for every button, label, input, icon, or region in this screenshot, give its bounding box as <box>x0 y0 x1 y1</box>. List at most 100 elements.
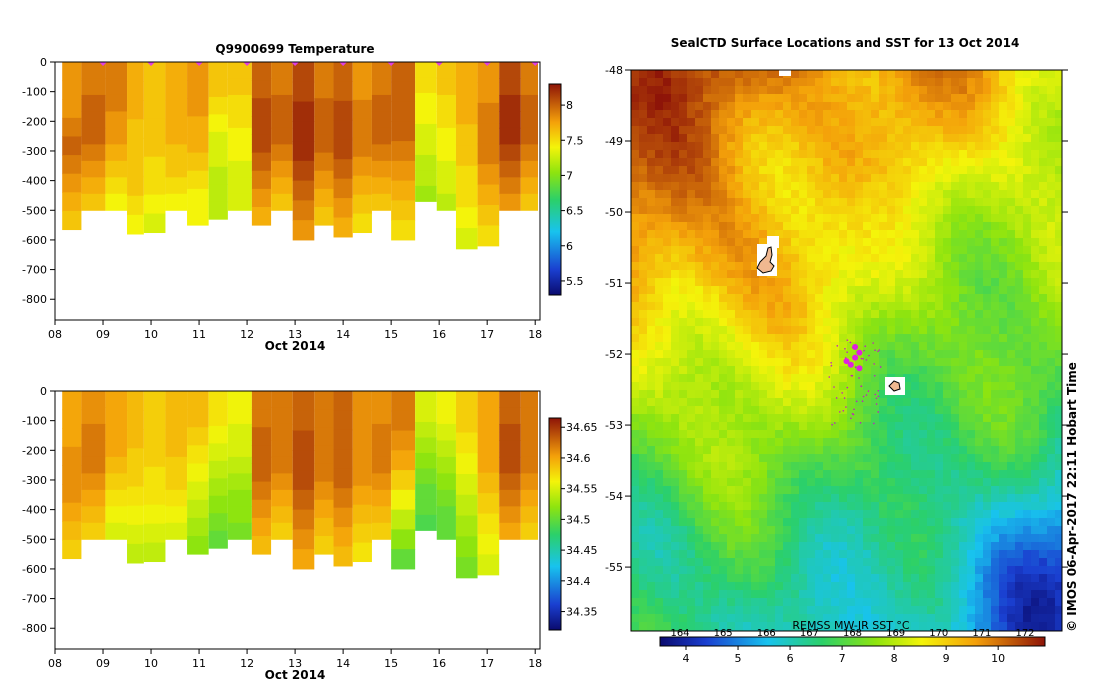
sst-cell <box>639 182 648 191</box>
sst-cell <box>1015 518 1024 527</box>
sst-cell <box>639 502 648 511</box>
sst-cell <box>863 574 872 583</box>
sst-cell <box>1031 590 1040 599</box>
sst-cell <box>775 214 784 223</box>
sst-cell <box>767 334 776 343</box>
sst-cell <box>1031 414 1040 423</box>
sst-cell <box>967 590 976 599</box>
sst-cell <box>639 198 648 207</box>
sst-cell <box>927 494 936 503</box>
sal-cell <box>314 463 334 483</box>
track-dot <box>863 349 865 352</box>
sst-cell <box>799 566 808 575</box>
sst-cell <box>815 598 824 607</box>
track-dot <box>875 403 878 405</box>
sst-cell <box>895 494 904 503</box>
sst-cell <box>911 270 920 279</box>
temp-cell <box>227 111 252 129</box>
sst-cell <box>1023 542 1032 551</box>
sst-cell <box>631 422 640 431</box>
sst-cell <box>847 590 856 599</box>
sst-cell <box>663 606 672 615</box>
sst-cell <box>919 206 928 215</box>
sst-cell <box>719 326 728 335</box>
sst-cell <box>991 614 1000 623</box>
sst-cell <box>759 102 768 111</box>
sst-cell <box>647 446 656 455</box>
sst-cell <box>967 526 976 535</box>
sst-cell <box>703 566 712 575</box>
sst-cell <box>823 422 832 431</box>
sal-cell <box>227 489 252 507</box>
sst-cell <box>767 606 776 615</box>
sst-cell <box>975 246 984 255</box>
sst-cell <box>895 510 904 519</box>
sst-cell <box>799 422 808 431</box>
temp-cell <box>62 99 82 119</box>
sst-cell <box>903 174 912 183</box>
sst-cell <box>943 462 952 471</box>
map-colorbar-tick-label: 8 <box>891 652 898 665</box>
sst-cell <box>839 534 848 543</box>
sst-cell <box>895 270 904 279</box>
temp-cell <box>371 111 392 129</box>
sst-cell <box>927 558 936 567</box>
sst-cell <box>863 422 872 431</box>
sst-cell <box>1047 598 1056 607</box>
sst-cell <box>1023 462 1032 471</box>
sst-cell <box>839 86 848 95</box>
sst-cell <box>1039 558 1048 567</box>
sst-cell <box>815 550 824 559</box>
track-dot <box>874 349 876 352</box>
sst-cell <box>863 614 872 623</box>
sst-cell <box>959 526 968 535</box>
sst-cell <box>903 230 912 239</box>
sst-cell <box>991 414 1000 423</box>
sst-cell <box>687 534 696 543</box>
sst-cell <box>751 494 760 503</box>
sst-cell <box>791 190 800 199</box>
sst-cell <box>695 286 704 295</box>
sst-cell <box>759 582 768 591</box>
sst-cell <box>895 550 904 559</box>
sst-cell <box>951 118 960 127</box>
sst-cell <box>919 374 928 383</box>
sal-cell <box>271 506 293 524</box>
sst-cell <box>751 214 760 223</box>
sst-cell <box>823 582 832 591</box>
sst-cell <box>695 238 704 247</box>
sst-cell <box>1023 574 1032 583</box>
sst-cell <box>959 238 968 247</box>
track-dot <box>864 345 867 348</box>
sst-cell <box>871 286 880 295</box>
sst-cell <box>983 70 992 79</box>
sst-cell <box>791 262 800 271</box>
temp-cell <box>391 101 416 122</box>
sst-cell <box>815 566 824 575</box>
sst-cell <box>967 166 976 175</box>
sst-cell <box>711 366 720 375</box>
sst-cell <box>631 270 640 279</box>
sst-cell <box>791 438 800 447</box>
sal-cell <box>499 456 521 474</box>
sst-cell <box>895 198 904 207</box>
sst-cell <box>1031 78 1040 87</box>
sst-cell <box>1007 550 1016 559</box>
sst-cell <box>887 134 896 143</box>
sst-cell <box>943 598 952 607</box>
sst-cell <box>1047 510 1056 519</box>
sst-cell <box>743 86 752 95</box>
sst-cell <box>951 110 960 119</box>
sst-cell <box>911 190 920 199</box>
sst-cell <box>687 358 696 367</box>
sst-cell <box>639 134 648 143</box>
sst-cell <box>695 422 704 431</box>
track-dot <box>828 376 831 378</box>
sst-cell <box>655 134 664 143</box>
sst-cell <box>759 158 768 167</box>
sst-cell <box>679 526 688 535</box>
sal-cell <box>436 407 456 425</box>
sst-cell <box>799 78 808 87</box>
sst-cell <box>719 518 728 527</box>
sst-cell <box>727 190 736 199</box>
